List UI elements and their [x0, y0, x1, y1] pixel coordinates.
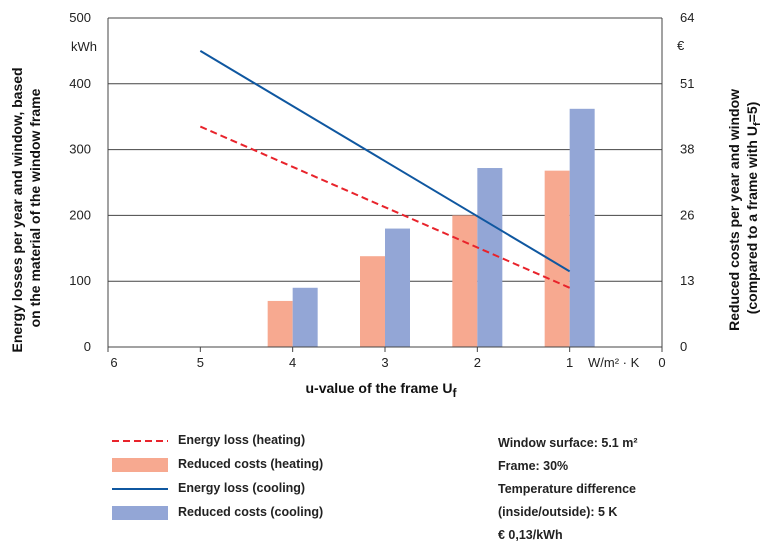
- y-left-tick-label: 500: [69, 10, 91, 25]
- y-right-tick-label: 13: [680, 273, 694, 288]
- y-left-tick-label: 200: [69, 207, 91, 222]
- bar: [569, 108, 595, 347]
- legend-item-reduced-costs-heating: Reduced costs (heating): [112, 456, 442, 476]
- legend-swatch-solid-blue-line: [112, 488, 168, 490]
- legend-label: Reduced costs (heating): [178, 457, 324, 471]
- y-left-tick-label: 100: [69, 273, 91, 288]
- legend-swatch-dashed-red-line: [112, 440, 168, 442]
- x-tick-label: 4: [289, 355, 296, 370]
- y-left-tick-label: 400: [69, 76, 91, 91]
- y-right-title: Reduced costs per year and window (compa…: [726, 85, 760, 331]
- note-inside-outside: (inside/outside): 5 K: [498, 505, 618, 519]
- legend-item-energy-loss-cooling: Energy loss (cooling): [112, 480, 442, 500]
- y-right-title-line-2: (compared to a frame with Uf=5): [744, 102, 760, 315]
- legend-item-energy-loss-heating: Energy loss (heating): [112, 432, 442, 452]
- bar: [360, 256, 385, 347]
- x-tick-label: 5: [197, 355, 204, 370]
- note-energy-price: € 0,13/kWh: [498, 528, 563, 542]
- notes-box: Window surface: 5.1 m² Frame: 30% Temper…: [498, 432, 638, 547]
- y-right-title-line-2-post: =5): [744, 102, 760, 123]
- legend-label: Energy loss (heating): [178, 433, 306, 447]
- y-right-tick-label: 64: [680, 10, 694, 25]
- axes: [107, 18, 663, 352]
- y-right-title-line-1: Reduced costs per year and window: [726, 89, 742, 331]
- y-left-tick-label: 300: [69, 142, 91, 157]
- y-right-tick-label: 38: [680, 142, 694, 157]
- x-tick-label: 0: [658, 355, 665, 370]
- x-tick-label: 6: [110, 355, 117, 370]
- y-left-unit: kWh: [71, 39, 97, 54]
- y-left-title-line-2: on the material of the window frame: [27, 88, 43, 327]
- legend-swatch-salmon-bar: [112, 458, 168, 472]
- legend-label: Reduced costs (cooling): [178, 505, 324, 519]
- x-axis-title-subscript: f: [453, 386, 458, 400]
- x-tick-label: 2: [474, 355, 481, 370]
- y-right-tick-label: 51: [680, 76, 694, 91]
- x-axis-title-main: u-value of the frame U: [305, 380, 452, 396]
- y-right-title-line-2-pre: (compared to a frame with U: [744, 126, 760, 314]
- note-window-surface: Window surface: 5.1 m²: [498, 436, 638, 450]
- y-right-unit: €: [677, 38, 685, 53]
- bar: [452, 215, 478, 347]
- bars: [267, 108, 595, 347]
- y-right-title-subscript: f: [752, 122, 760, 126]
- legend-swatch-lavender-bar: [112, 506, 168, 520]
- y-right-tick-label: 26: [680, 207, 694, 222]
- note-frame: Frame: 30%: [498, 459, 569, 473]
- y-right-tick-label: 0: [680, 339, 687, 354]
- bar: [292, 287, 318, 347]
- series-line: [199, 50, 571, 273]
- series-line: [199, 125, 571, 289]
- series-lines: [199, 50, 571, 289]
- x-tick-label: 1: [566, 355, 573, 370]
- bar: [267, 300, 293, 347]
- legend-label: Energy loss (cooling): [178, 481, 306, 495]
- y-left-title: Energy losses per year and window, based…: [9, 64, 43, 353]
- legend-item-reduced-costs-cooling: Reduced costs (cooling): [112, 504, 442, 524]
- bar: [385, 228, 410, 347]
- note-temperature-difference: Temperature difference: [498, 482, 637, 496]
- x-axis-title: u-value of the frame Uf: [305, 380, 457, 400]
- x-axis-unit: W/m² · K: [588, 355, 640, 370]
- y-left-tick-label: 0: [84, 339, 91, 354]
- y-left-title-line-1: Energy losses per year and window, based: [9, 67, 25, 352]
- x-tick-label: 3: [381, 355, 388, 370]
